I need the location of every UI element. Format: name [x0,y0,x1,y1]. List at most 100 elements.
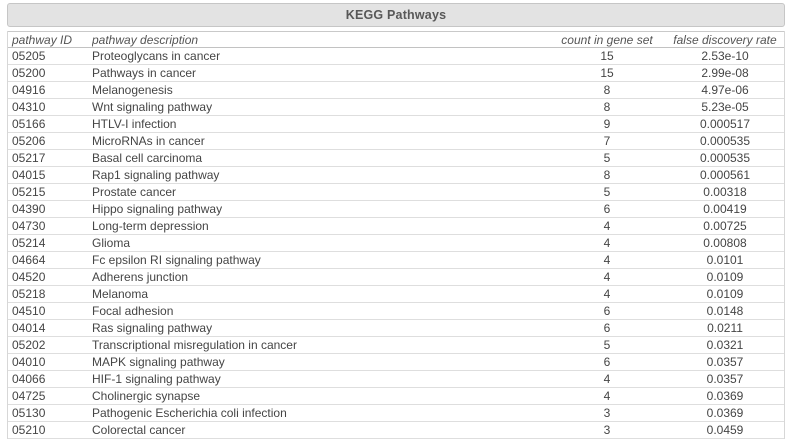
description-cell: Cholinergic synapse [92,389,201,403]
description-cell: Melanoma [92,287,149,301]
fdr-cell: 0.00725 [703,219,747,233]
fdr-cell: 0.000561 [699,168,751,182]
table-row[interactable]: 04390 Hippo signaling pathway 6 0.00419 [8,201,784,218]
pathway-id-cell: 05217 [12,151,46,165]
table-row[interactable]: 05166 HTLV-I infection 9 0.000517 [8,116,784,133]
description-cell: Focal adhesion [92,304,174,318]
column-header-pathway-id: pathway ID [12,32,73,47]
count-cell: 6 [603,304,611,318]
table-row[interactable]: 04725 Cholinergic synapse 4 0.0369 [8,388,784,405]
count-cell: 4 [603,219,611,233]
description-cell: Glioma [92,236,131,250]
count-cell: 6 [603,355,611,369]
fdr-cell: 0.000517 [699,117,751,131]
table-row[interactable]: 04916 Melanogenesis 8 4.97e-06 [8,82,784,99]
pathway-id-cell: 05206 [12,134,46,148]
fdr-cell: 0.0211 [707,321,743,335]
table-row[interactable]: 04510 Focal adhesion 6 0.0148 [8,303,784,320]
table-row[interactable]: 04014 Ras signaling pathway 6 0.0211 [8,320,784,337]
fdr-cell: 0.00419 [703,202,747,216]
description-cell: Long-term depression [92,219,209,233]
description-cell: Prostate cancer [92,185,177,199]
table-row[interactable]: 04664 Fc epsilon RI signaling pathway 4 0.0… [8,252,784,269]
pathways-table: pathway ID pathway description count in … [7,31,785,439]
table-row[interactable]: 05210 Colorectal cancer 3 0.0459 [8,422,784,439]
fdr-cell: 0.0459 [706,423,744,437]
fdr-cell: 0.0369 [706,406,744,420]
pathway-id-cell: 04390 [12,202,46,216]
count-cell: 4 [603,236,611,250]
count-cell: 4 [603,372,611,386]
description-cell: Adherens junction [92,270,189,284]
pathway-id-cell: 05200 [12,66,46,80]
fdr-cell: 0.0369 [706,389,744,403]
column-header-pathway-description: pathway description [92,32,199,47]
count-cell: 5 [603,338,611,352]
fdr-cell: 0.000535 [699,134,751,148]
fdr-cell: 0.00808 [703,236,747,250]
description-cell: HTLV-I infection [92,117,177,131]
table-row[interactable]: 05215 Prostate cancer 5 0.00318 [8,184,784,201]
count-cell: 4 [603,287,611,301]
count-cell: 5 [603,151,611,165]
pathway-id-cell: 04015 [12,168,46,182]
description-cell: HIF-1 signaling pathway [92,372,221,386]
table-row[interactable]: 05202 Transcriptional misregulation in ca… [8,337,784,354]
pathway-id-cell: 04510 [12,304,46,318]
pathway-id-cell: 04520 [12,270,46,284]
count-cell: 6 [603,202,611,216]
description-cell: Hippo signaling pathway [92,202,223,216]
table-row[interactable]: 04730 Long-term depression 4 0.00725 [8,218,784,235]
description-cell: MicroRNAs in cancer [92,134,205,148]
table-row[interactable]: 04310 Wnt signaling pathway 8 5.23e-05 [8,99,784,116]
table-body: 05205 Proteoglycans in cancer 15 2.53e-10 05… [8,48,784,439]
description-cell: Pathogenic Escherichia coli infection [92,406,287,420]
pathway-id-cell: 05202 [12,338,46,352]
table-row[interactable]: 05217 Basal cell carcinoma 5 0.000535 [8,150,784,167]
fdr-cell: 0.0321 [706,338,744,352]
fdr-cell: 0.0148 [706,304,744,318]
pathway-id-cell: 04725 [12,389,46,403]
count-cell: 9 [603,117,611,131]
pathway-id-cell: 04066 [12,372,46,386]
table-row[interactable]: 04066 HIF-1 signaling pathway 4 0.0357 [8,371,784,388]
count-cell: 6 [603,321,611,335]
kegg-pathways-panel: KEGG Pathways pathway ID pathway descrip… [0,3,792,439]
description-cell: MAPK signaling pathway [92,355,225,369]
count-cell: 8 [603,83,611,97]
description-cell: Rap1 signaling pathway [92,168,220,182]
table-row[interactable]: 05214 Glioma 4 0.00808 [8,235,784,252]
pathway-id-cell: 04310 [12,100,46,114]
table-row[interactable]: 04520 Adherens junction 4 0.0109 [8,269,784,286]
count-cell: 4 [603,270,611,284]
fdr-cell: 0.000535 [699,151,751,165]
pathway-id-cell: 05214 [12,236,46,250]
pathway-id-cell: 04730 [12,219,46,233]
fdr-cell: 5.23e-05 [701,100,749,114]
description-cell: Fc epsilon RI signaling pathway [92,253,261,267]
table-row[interactable]: 04010 MAPK signaling pathway 6 0.0357 [8,354,784,371]
table-row[interactable]: 05130 Pathogenic Escherichia coli infecti… [8,405,784,422]
count-cell: 5 [603,185,611,199]
column-header-false-discovery-rate: false discovery rate [673,32,777,47]
table-row[interactable]: 05206 MicroRNAs in cancer 7 0.000535 [8,133,784,150]
pathway-id-cell: 04664 [12,253,46,267]
fdr-cell: 0.00318 [703,185,747,199]
fdr-cell: 4.97e-06 [701,83,749,97]
table-row[interactable]: 05218 Melanoma 4 0.0109 [8,286,784,303]
table-row[interactable]: 04015 Rap1 signaling pathway 8 0.000561 [8,167,784,184]
pathway-id-cell: 05205 [12,49,46,63]
panel-title: KEGG Pathways [345,8,447,22]
description-cell: Colorectal cancer [92,423,186,437]
pathway-id-cell: 05215 [12,185,46,199]
table-row[interactable]: 05205 Proteoglycans in cancer 15 2.53e-10 [8,48,784,65]
count-cell: 7 [603,134,611,148]
description-cell: Pathways in cancer [92,66,197,80]
table-header-row: pathway ID pathway description count in … [8,31,784,48]
description-cell: Basal cell carcinoma [92,151,203,165]
fdr-cell: 0.0109 [706,270,744,284]
description-cell: Wnt signaling pathway [92,100,213,114]
pathway-id-cell: 04010 [12,355,46,369]
panel-title-bar: KEGG Pathways [7,3,785,27]
table-row[interactable]: 05200 Pathways in cancer 15 2.99e-08 [8,65,784,82]
